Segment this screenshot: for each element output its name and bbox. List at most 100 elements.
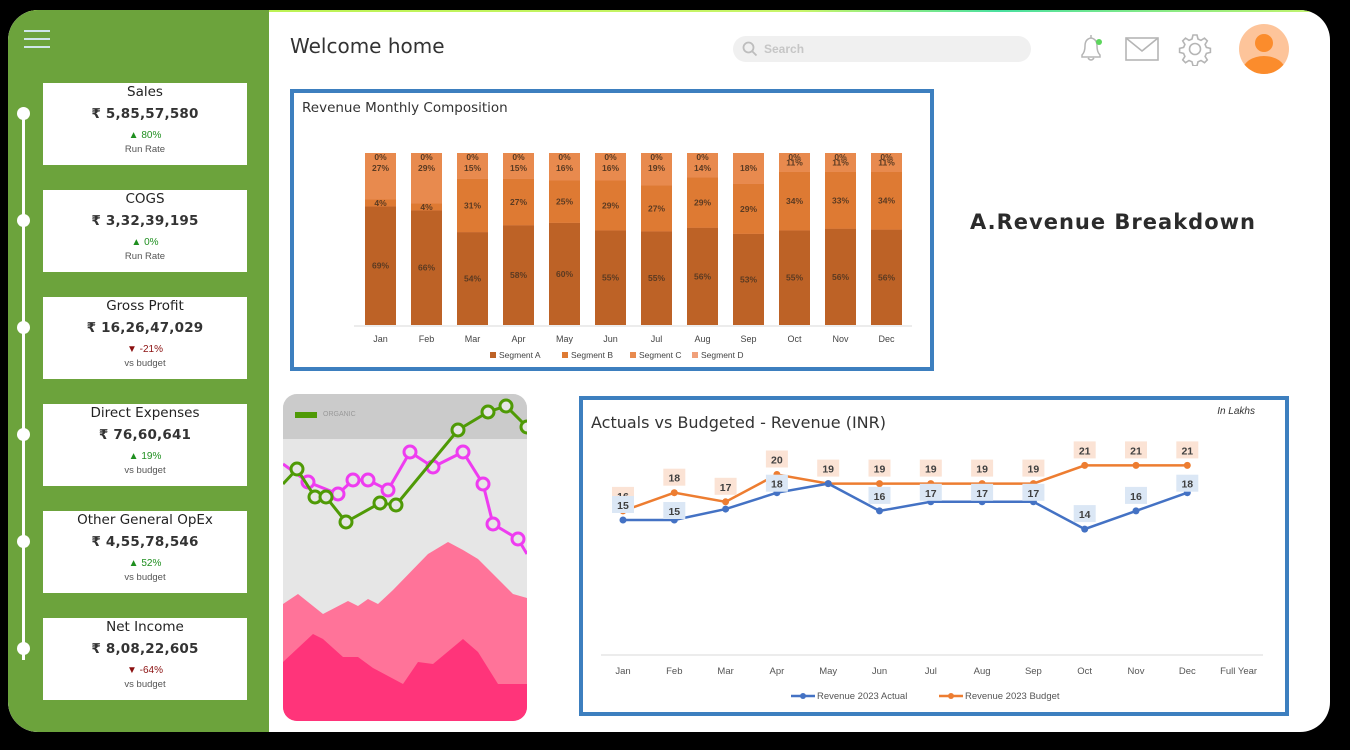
kpi-subtitle: Run Rate [124, 251, 166, 262]
bar-segment [641, 231, 672, 325]
bell-icon[interactable] [1074, 32, 1108, 66]
kpi-subtitle: Run Rate [124, 144, 166, 155]
svg-text:69%: 69% [372, 261, 389, 271]
svg-text:16%: 16% [602, 163, 619, 173]
svg-text:15%: 15% [510, 163, 527, 173]
svg-text:Oct: Oct [787, 334, 802, 344]
bar-segment [595, 153, 626, 181]
svg-text:33%: 33% [832, 195, 849, 205]
kpi-value: ₹ 4,55,78,546 [91, 534, 199, 550]
svg-text:21: 21 [1181, 445, 1193, 457]
svg-text:19: 19 [976, 464, 988, 476]
svg-text:66%: 66% [418, 263, 435, 273]
svg-text:Segment D: Segment D [701, 350, 744, 360]
svg-text:Aug: Aug [694, 334, 710, 344]
svg-text:11%: 11% [878, 157, 895, 167]
timeline-dot [17, 642, 30, 655]
timeline-dot [17, 321, 30, 334]
svg-text:15: 15 [617, 500, 629, 512]
revenue-composition-panel: Revenue Monthly Composition 69% 4% 27% 0% Ja… [290, 89, 934, 371]
bar-segment [549, 222, 580, 325]
svg-text:19: 19 [925, 464, 937, 476]
bar-segment [687, 227, 718, 325]
svg-text:May: May [819, 666, 837, 677]
kpi-delta: ▼ -64% [126, 665, 164, 676]
svg-text:4%: 4% [420, 202, 433, 212]
kpi-title: Net Income [106, 619, 184, 635]
svg-text:21: 21 [1130, 445, 1142, 457]
bar-segment [779, 153, 810, 172]
svg-text:Aug: Aug [974, 666, 991, 677]
svg-text:0%: 0% [466, 152, 479, 162]
svg-text:34%: 34% [786, 196, 803, 206]
avatar[interactable] [1239, 24, 1289, 74]
bar-segment [457, 153, 488, 179]
kpi-card[interactable]: Direct Expenses ₹ 76,60,641 ▲ 19% vs budget [43, 404, 247, 486]
kpi-value: ₹ 76,60,641 [98, 427, 192, 443]
kpi-title: Direct Expenses [90, 405, 200, 421]
svg-text:Nov: Nov [832, 334, 849, 344]
gear-icon[interactable] [1178, 32, 1212, 66]
svg-text:Dec: Dec [1179, 666, 1196, 677]
bar-segment [365, 153, 396, 200]
chart-title: Actuals vs Budgeted - Revenue (INR) [591, 413, 886, 432]
bar-segment [825, 171, 856, 229]
svg-text:Jul: Jul [925, 666, 937, 677]
svg-text:20: 20 [771, 455, 783, 467]
kpi-delta: ▲ 19% [128, 451, 162, 462]
svg-text:Segment C: Segment C [639, 350, 682, 360]
search-input[interactable] [764, 42, 1004, 56]
svg-text:56%: 56% [694, 271, 711, 281]
kpi-value: ₹ 3,32,39,195 [91, 213, 199, 229]
svg-text:25%: 25% [556, 197, 573, 207]
kpi-card[interactable]: Sales ₹ 5,85,57,580 ▲ 80% Run Rate [43, 83, 247, 165]
kpi-title: Other General OpEx [77, 512, 213, 528]
menu-icon[interactable] [24, 30, 50, 50]
stacked-bar-chart: 69%4%27%0%Jan66%4%29%0%Feb54%31%15%0%Mar… [354, 152, 912, 360]
svg-text:17: 17 [720, 482, 732, 494]
bar-segment [687, 177, 718, 228]
svg-text:27%: 27% [510, 197, 527, 207]
bar-segment [549, 180, 580, 223]
svg-text:58%: 58% [510, 270, 527, 280]
timeline-dot [17, 107, 30, 120]
svg-text:16: 16 [1130, 491, 1142, 503]
mail-icon[interactable] [1124, 35, 1160, 63]
bar-segment [871, 153, 902, 172]
svg-text:55%: 55% [602, 273, 619, 283]
svg-text:29%: 29% [694, 198, 711, 208]
timeline-line [22, 110, 25, 660]
actuals-vs-budget-panel: Actuals vs Budgeted - Revenue (INR) In L… [579, 396, 1289, 716]
svg-text:0%: 0% [374, 152, 387, 162]
svg-text:54%: 54% [464, 274, 481, 284]
svg-text:15: 15 [668, 506, 680, 518]
bar-segment [733, 233, 764, 325]
svg-text:34%: 34% [878, 196, 895, 206]
svg-text:29%: 29% [602, 200, 619, 210]
svg-text:53%: 53% [740, 274, 757, 284]
kpi-card[interactable]: Other General OpEx ₹ 4,55,78,546 ▲ 52% vs b… [43, 511, 247, 593]
bar-segment [503, 153, 534, 179]
kpi-delta: ▼ -21% [126, 344, 164, 355]
kpi-card[interactable]: COGS ₹ 3,32,39,195 ▲ 0% Run Rate [43, 190, 247, 272]
kpi-card[interactable]: Net Income ₹ 8,08,22,605 ▼ -64% vs budget [43, 618, 247, 700]
area-line-chart [283, 398, 527, 721]
svg-text:0%: 0% [788, 152, 801, 162]
sidebar: Sales ₹ 5,85,57,580 ▲ 80% Run Rate COGS ₹ 3,3… [8, 10, 269, 732]
svg-text:19%: 19% [648, 163, 665, 173]
svg-text:Segment A: Segment A [499, 350, 541, 360]
svg-text:14%: 14% [694, 163, 711, 173]
kpi-card[interactable]: Gross Profit ₹ 16,26,47,029 ▼ -21% vs budge… [43, 297, 247, 379]
search-bar[interactable] [733, 36, 1031, 62]
svg-text:Jun: Jun [603, 334, 618, 344]
svg-text:0%: 0% [834, 152, 847, 162]
svg-text:60%: 60% [556, 269, 573, 279]
svg-text:Full Year: Full Year [1220, 666, 1257, 677]
kpi-subtitle: vs budget [124, 465, 166, 476]
bar-segment [779, 171, 810, 231]
kpi-subtitle: vs budget [124, 572, 166, 583]
line-chart: Jan Feb Mar Apr May Jun Jul Aug Sep Oct Nov Dec Full… [601, 441, 1263, 702]
svg-text:Revenue 2023 Budget: Revenue 2023 Budget [965, 691, 1060, 702]
bar-segment [457, 178, 488, 233]
bar-segment [549, 153, 580, 181]
